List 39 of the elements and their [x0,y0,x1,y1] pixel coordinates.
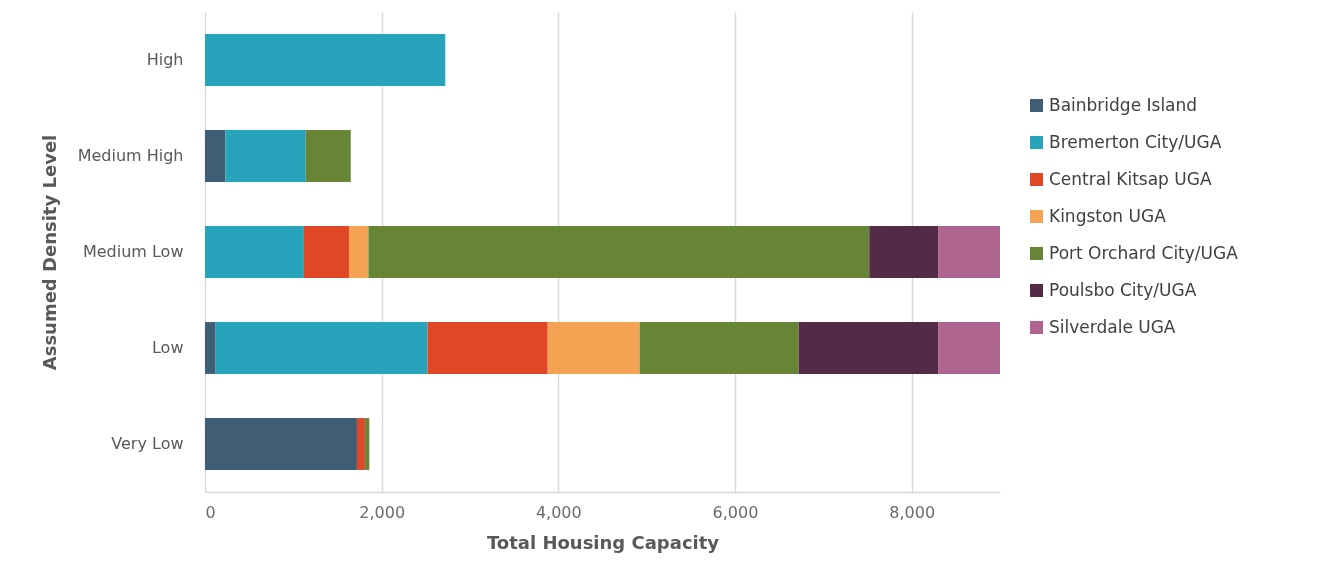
bar [427,322,548,374]
bar [639,322,799,374]
y-axis-title: Assumed Density Level [38,134,60,371]
bar [798,322,939,374]
legend-label: Port Orchard City/UGA [1049,242,1239,263]
x-tick-label: 4,000 [535,502,582,522]
y-tick-label: Very Low [111,434,184,453]
bar [205,226,304,278]
bar [348,226,369,278]
bar [303,226,349,278]
bar [938,322,1000,374]
bar [368,226,870,278]
y-tick-label: High [146,50,184,69]
bar [547,322,640,374]
x-axis-title: Total Housing Capacity [486,531,720,553]
bar [205,322,216,374]
bar [215,322,428,374]
x-tick-label: 2,000 [359,502,406,522]
bar [205,34,446,86]
y-tick-label: Medium Low [82,242,184,261]
legend-label: Silverdale UGA [1049,316,1176,337]
legend-label: Bainbridge Island [1049,94,1198,115]
bar [356,418,365,470]
x-tick-label: 8,000 [889,502,936,522]
bar [205,130,226,182]
bar [225,130,306,182]
bar [364,418,370,470]
y-tick-label: Low [151,338,184,357]
x-tick-label: 6,000 [712,502,759,522]
legend-label: Poulsbo City/UGA [1049,279,1197,300]
legend-label: Central Kitsap UGA [1049,168,1212,189]
legend-label: Kingston UGA [1049,205,1167,226]
bar [938,226,1000,278]
x-tick-label: 0 [205,502,216,522]
bar [305,130,351,182]
y-tick-label: Medium High [77,146,184,165]
bar [205,418,357,470]
legend-label: Bremerton City/UGA [1049,131,1222,152]
bar [869,226,939,278]
